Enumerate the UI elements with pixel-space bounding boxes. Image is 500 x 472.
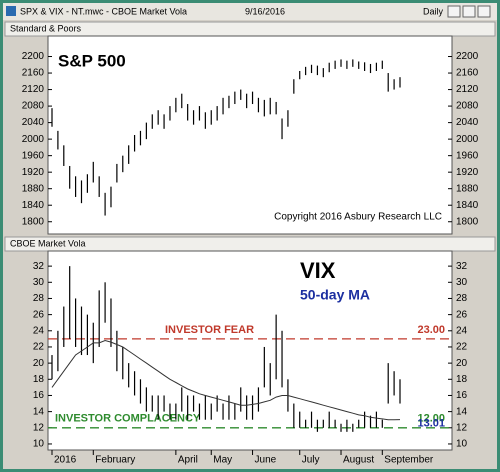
y-tick-label: 1920 [456, 167, 479, 178]
panel-title: Standard & Poors [10, 23, 82, 33]
chart-title: VIX [300, 258, 336, 283]
y-tick-label: 30 [456, 277, 468, 288]
y-tick-label: 26 [456, 309, 468, 320]
y-tick-label: 12 [456, 422, 468, 433]
y-tick-label: 16 [33, 390, 45, 401]
maximize-button[interactable] [462, 5, 476, 18]
reference-line-text: INVESTOR COMPLACENCY [55, 413, 201, 425]
plot-area [47, 250, 453, 451]
y-tick-label: 28 [33, 293, 45, 304]
y-tick-label: 32 [33, 261, 45, 272]
y-tick-label: 24 [456, 325, 468, 336]
title-bar [3, 3, 497, 20]
x-tick-label: July [302, 455, 320, 466]
moving-average-name: 50-day MA [300, 287, 370, 303]
y-tick-label: 2080 [22, 101, 45, 112]
y-tick-label: 22 [33, 342, 45, 353]
y-tick-label: 20 [456, 358, 468, 369]
window-title: SPX & VIX - NT.mwc - CBOE Market Vola [20, 6, 187, 16]
x-tick-label: 2016 [54, 455, 77, 466]
x-tick-label: May [213, 455, 232, 466]
y-tick-label: 2040 [22, 117, 45, 128]
reference-line-text: INVESTOR FEAR [165, 324, 254, 336]
y-tick-label: 2000 [456, 134, 479, 145]
y-tick-label: 1840 [456, 200, 479, 211]
y-tick-label: 2200 [22, 51, 45, 62]
minimize-button[interactable] [447, 5, 461, 18]
y-tick-label: 2080 [456, 101, 479, 112]
app-icon [6, 6, 16, 16]
y-tick-label: 14 [456, 406, 468, 417]
y-tick-label: 22 [456, 342, 468, 353]
x-tick-label: February [95, 455, 135, 466]
y-tick-label: 18 [33, 374, 45, 385]
y-tick-label: 24 [33, 325, 45, 336]
y-tick-label: 2000 [22, 134, 45, 145]
window-date: 9/16/2016 [245, 6, 285, 16]
y-tick-label: 1840 [22, 200, 45, 211]
y-tick-label: 1880 [456, 183, 479, 194]
window-interval: Daily [423, 6, 444, 16]
reference-line-label: 12.00 [417, 413, 445, 425]
y-tick-label: 10 [33, 439, 45, 450]
y-tick-label: 26 [33, 309, 45, 320]
y-tick-label: 2120 [456, 84, 479, 95]
y-tick-label: 32 [456, 261, 468, 272]
plot-area [47, 35, 453, 235]
x-tick-label: August [343, 455, 374, 466]
y-tick-label: 28 [456, 293, 468, 304]
y-tick-label: 1800 [456, 216, 479, 227]
y-tick-label: 14 [33, 406, 45, 417]
annotation: Copyright 2016 Asbury Research LLC [274, 212, 442, 223]
x-tick-label: June [255, 455, 277, 466]
panel-title: CBOE Market Vola [10, 238, 86, 248]
y-tick-label: 1920 [22, 167, 45, 178]
y-tick-label: 16 [456, 390, 468, 401]
y-tick-label: 18 [456, 374, 468, 385]
y-tick-label: 1800 [22, 216, 45, 227]
moving-average-line [51, 339, 401, 421]
y-tick-label: 2200 [456, 51, 479, 62]
y-tick-label: 12 [33, 422, 45, 433]
y-tick-label: 2160 [22, 68, 45, 79]
y-tick-label: 2160 [456, 68, 479, 79]
y-tick-label: 1880 [22, 183, 45, 194]
y-tick-label: 20 [33, 358, 45, 369]
y-tick-label: 30 [33, 277, 45, 288]
y-tick-label: 1960 [22, 150, 45, 161]
y-tick-label: 1960 [456, 150, 479, 161]
x-tick-label: April [178, 455, 198, 466]
moving-average-value: 13.01 [417, 418, 445, 430]
close-button[interactable] [477, 5, 491, 18]
chart-title: S&P 500 [58, 51, 126, 70]
reference-line-label: 23.00 [417, 324, 445, 336]
y-tick-label: 10 [456, 439, 468, 450]
y-tick-label: 2040 [456, 117, 479, 128]
y-tick-label: 2120 [22, 84, 45, 95]
x-tick-label: September [384, 455, 434, 466]
